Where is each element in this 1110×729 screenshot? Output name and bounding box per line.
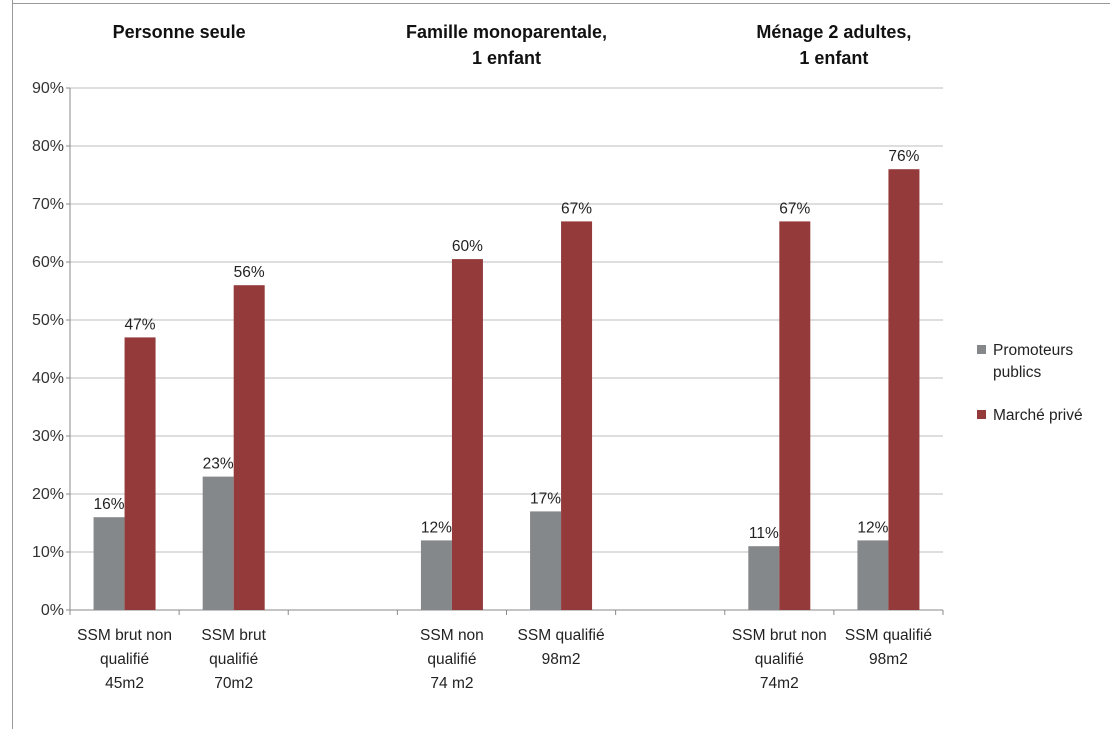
y-tick-label: 80% [32, 138, 64, 155]
bar-marche-prive [888, 169, 920, 610]
category-label: qualifié [100, 651, 149, 668]
group-title: Famille monoparentale, [406, 22, 607, 42]
category-label: SSM brut non [77, 627, 172, 644]
data-label: 16% [94, 496, 125, 513]
group-title: 1 enfant [472, 48, 541, 68]
category-label: 98m2 [542, 651, 581, 668]
y-tick-label: 70% [32, 196, 64, 213]
frame-left-border [12, 0, 13, 729]
y-tick-label: 0% [41, 602, 64, 619]
bar-promoteurs-publics [857, 540, 889, 610]
data-label: 67% [779, 200, 810, 217]
data-label: 67% [561, 200, 592, 217]
category-label: qualifié [755, 651, 804, 668]
category-label: SSM qualifié [518, 627, 605, 644]
bar-marche-prive [779, 221, 811, 610]
bar-marche-prive [451, 259, 483, 610]
y-tick-label: 50% [32, 312, 64, 329]
frame-top-border [12, 3, 1110, 4]
group-title: Personne seule [113, 22, 246, 42]
category-label: SSM qualifié [845, 627, 932, 644]
category-label: qualifié [427, 651, 476, 668]
data-label: 12% [421, 519, 452, 536]
data-label: 47% [125, 316, 156, 333]
data-label: 11% [749, 525, 779, 542]
bar-promoteurs-publics [530, 511, 562, 610]
legend-label: Promoteurs [993, 342, 1073, 359]
bar-promoteurs-publics [420, 540, 452, 610]
y-tick-label: 30% [32, 428, 64, 445]
y-tick-label: 40% [32, 370, 64, 387]
legend-swatch [977, 345, 986, 354]
category-label: qualifié [209, 651, 258, 668]
y-tick-label: 10% [32, 544, 64, 561]
legend-label: publics [993, 364, 1041, 381]
bar-marche-prive [561, 221, 593, 610]
data-label: 23% [203, 456, 234, 473]
category-label: 70m2 [214, 675, 253, 692]
y-tick-label: 20% [32, 486, 64, 503]
data-label: 60% [452, 238, 483, 255]
legend-label: Marché privé [993, 407, 1083, 424]
category-label: 74 m2 [430, 675, 473, 692]
category-label: 45m2 [105, 675, 144, 692]
bar-marche-prive [233, 285, 265, 610]
group-title: Ménage 2 adultes, [756, 22, 911, 42]
group-title: 1 enfant [799, 48, 868, 68]
bar-promoteurs-publics [93, 517, 125, 610]
data-label: 17% [530, 490, 561, 507]
category-label: 74m2 [760, 675, 799, 692]
category-label: SSM brut [201, 627, 266, 644]
bar-promoteurs-publics [748, 546, 780, 610]
data-label: 56% [234, 264, 265, 281]
y-tick-label: 60% [32, 254, 64, 271]
y-tick-label: 90% [32, 80, 64, 97]
legend-swatch [977, 410, 986, 419]
category-label: SSM brut non [732, 627, 827, 644]
category-label: 98m2 [869, 651, 908, 668]
category-label: SSM non [420, 627, 484, 644]
data-label: 76% [888, 148, 919, 165]
data-label: 12% [857, 519, 888, 536]
bar-marche-prive [124, 337, 156, 610]
bar-promoteurs-publics [202, 476, 234, 610]
